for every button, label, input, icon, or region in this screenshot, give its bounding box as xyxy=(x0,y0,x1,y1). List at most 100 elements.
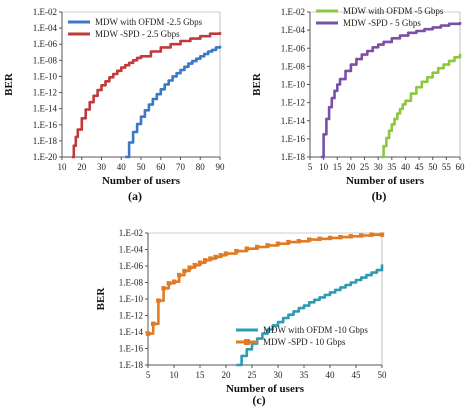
series-point-2 xyxy=(182,268,187,274)
y-tick-label: 1.E-04 xyxy=(33,23,58,33)
x-tick-label: 30 xyxy=(374,162,384,172)
series-point-2 xyxy=(265,243,270,248)
y-tick-label: 1.E-20 xyxy=(33,152,58,162)
x-tick-label: 35 xyxy=(387,162,397,172)
x-tick-label: 45 xyxy=(352,370,362,380)
x-tick-label: 10 xyxy=(170,370,180,380)
legend-label-1: MDW with OFDM -2.5 Gbps xyxy=(95,17,203,27)
y-tick-label: 1.E-06 xyxy=(119,261,144,271)
series-point-2 xyxy=(338,234,343,240)
y-tick-label: 1.E-12 xyxy=(119,311,143,321)
y-tick-label: 1.E-18 xyxy=(281,152,306,162)
y-tick-label: 1.E-10 xyxy=(281,80,306,90)
series-point-2 xyxy=(234,248,239,254)
y-tick-label: 1.E-08 xyxy=(281,61,306,71)
x-tick-label: 60 xyxy=(456,162,466,172)
series-point-2 xyxy=(156,298,161,303)
series-line-2 xyxy=(71,32,222,159)
series-point-2 xyxy=(187,265,192,270)
series-point-2 xyxy=(317,236,322,241)
y-tick-label: 1.E-14 xyxy=(33,104,58,114)
x-tick-label: 15 xyxy=(333,162,343,172)
series-point-2 xyxy=(359,233,364,238)
y-tick-label: 1.E-12 xyxy=(281,98,305,108)
series-point-2 xyxy=(244,246,249,251)
series-point-2 xyxy=(145,331,151,336)
y-tick-label: 1.E-14 xyxy=(281,116,306,126)
y-tick-label: 1.E-10 xyxy=(119,294,144,304)
y-tick-label: 1.E-06 xyxy=(33,39,58,49)
y-tick-label: 1.E-10 xyxy=(33,71,58,81)
series-point-2 xyxy=(171,279,177,284)
panel-label: (a) xyxy=(128,189,142,203)
series-line-1 xyxy=(236,264,384,367)
x-tick-label: 55 xyxy=(442,162,452,172)
x-tick-label: 25 xyxy=(248,370,258,380)
x-tick-label: 10 xyxy=(58,162,68,172)
y-axis-label: BER xyxy=(251,72,263,96)
x-tick-label: 60 xyxy=(156,162,166,172)
x-tick-label: 80 xyxy=(196,162,206,172)
y-tick-label: 1.E-18 xyxy=(33,136,58,146)
x-tick-label: 5 xyxy=(308,162,313,172)
y-axis-label: BER xyxy=(3,72,15,96)
x-tick-label: 50 xyxy=(428,162,438,172)
series-point-2 xyxy=(255,244,260,250)
x-tick-label: 40 xyxy=(117,162,127,172)
y-tick-label: 1.E-16 xyxy=(281,134,306,144)
series-line-2 xyxy=(320,22,462,159)
y-tick-label: 1.E-04 xyxy=(119,245,144,255)
series-point-2 xyxy=(203,258,208,263)
x-tick-label: 40 xyxy=(401,162,411,172)
panel-label: (c) xyxy=(252,393,265,407)
y-tick-label: 1.E-02 xyxy=(33,7,57,17)
x-tick-label: 10 xyxy=(319,162,329,172)
series-point-2 xyxy=(327,235,333,241)
series-point-2 xyxy=(208,256,213,261)
legend-label-1: MDW with OFDM -10 Gbps xyxy=(263,325,368,335)
series-point-2 xyxy=(307,237,312,242)
chart-panel-2: 1.E-18 1.E-16 1.E-14 1.E-12 1.E-10 1.E-08 1.E-… xyxy=(251,6,465,203)
series-point-2 xyxy=(192,262,197,268)
x-tick-label: 20 xyxy=(222,370,232,380)
legend-label-2: MDW -SPD - 5 Gbps xyxy=(343,18,421,28)
series-point-2 xyxy=(379,232,385,237)
y-tick-label: 1.E-08 xyxy=(119,278,144,288)
series-point-2 xyxy=(223,251,229,256)
x-tick-label: 50 xyxy=(378,370,388,380)
y-tick-label: 1.E-08 xyxy=(33,55,58,65)
panel-label: (b) xyxy=(372,189,387,203)
legend-marker-2 xyxy=(244,339,250,345)
x-tick-label: 35 xyxy=(300,370,310,380)
series-point-2 xyxy=(213,254,218,260)
x-tick-label: 30 xyxy=(97,162,107,172)
x-axis-label: Number of users xyxy=(226,383,305,395)
y-tick-label: 1.E-12 xyxy=(33,88,57,98)
series-point-2 xyxy=(166,281,171,286)
x-tick-label: 45 xyxy=(415,162,425,172)
series-point-2 xyxy=(151,321,156,326)
series-point-2 xyxy=(286,239,291,245)
series-point-2 xyxy=(369,232,374,237)
legend-label-2: MDW -SPD - 2.5 Gbps xyxy=(95,29,180,39)
y-tick-label: 1.E-02 xyxy=(119,228,143,238)
x-tick-label: 50 xyxy=(137,162,147,172)
x-tick-label: 90 xyxy=(216,162,226,172)
legend-label-1: MDW with OFDM -5 Gbps xyxy=(343,6,444,16)
x-tick-label: 40 xyxy=(326,370,336,380)
series-line-1 xyxy=(125,45,222,159)
x-tick-label: 15 xyxy=(196,370,206,380)
x-tick-label: 20 xyxy=(77,162,87,172)
y-tick-label: 1.E-06 xyxy=(281,43,306,53)
y-axis-label: BER xyxy=(95,287,107,311)
x-axis-label: Number of users xyxy=(102,175,181,187)
series-line-1 xyxy=(380,53,462,159)
series-point-2 xyxy=(296,239,301,244)
y-tick-label: 1.E-14 xyxy=(119,327,144,337)
series-point-2 xyxy=(161,286,166,291)
x-tick-label: 5 xyxy=(146,370,151,380)
y-tick-label: 1.E-16 xyxy=(33,120,58,130)
x-tick-label: 25 xyxy=(360,162,370,172)
y-tick-label: 1.E-02 xyxy=(281,7,305,17)
x-tick-label: 70 xyxy=(176,162,186,172)
